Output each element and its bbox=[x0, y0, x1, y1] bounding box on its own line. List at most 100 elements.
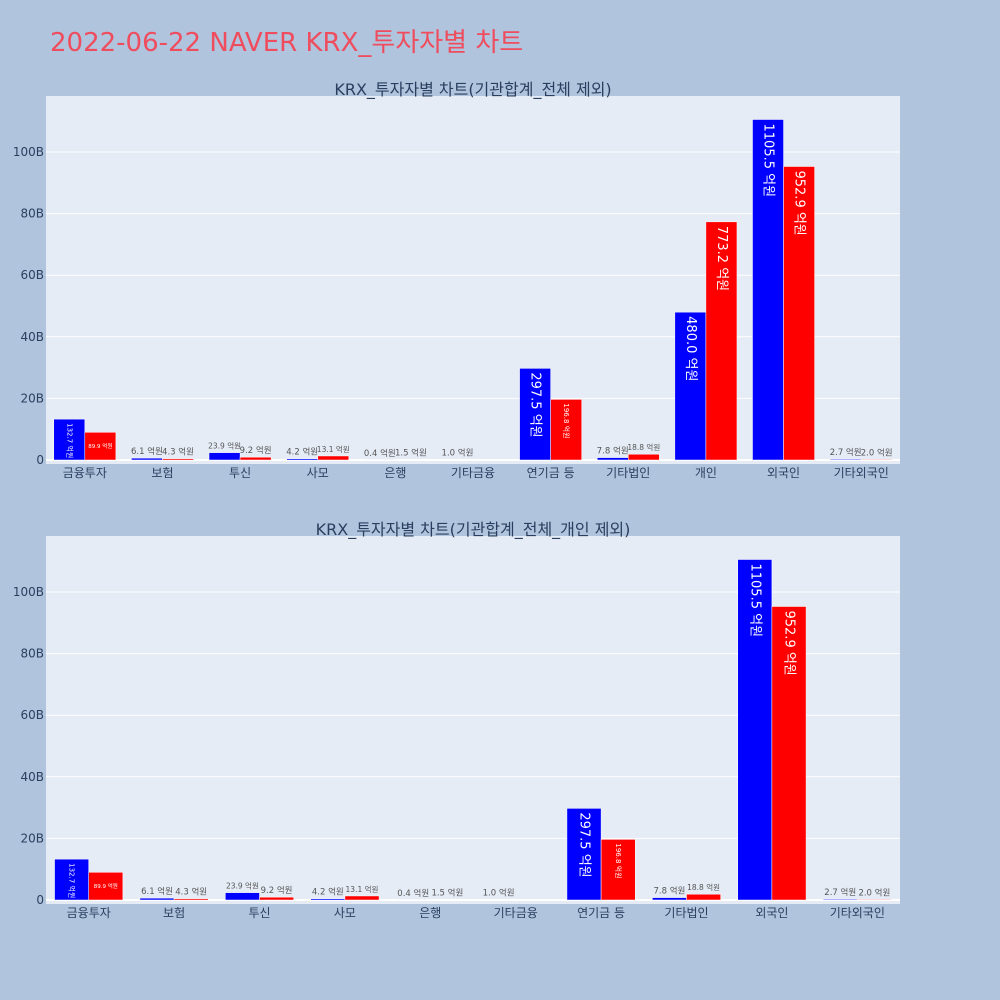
bar-sell bbox=[860, 459, 893, 461]
x-tick-label: 은행 bbox=[419, 905, 441, 920]
bar-buy bbox=[519, 368, 551, 461]
x-tick-label: 외국인 bbox=[767, 466, 800, 480]
bar-value-label: 1105.5 억원 bbox=[747, 564, 762, 638]
bar-value-label: 297.5 억원 bbox=[577, 812, 592, 877]
x-tick-label: 보험 bbox=[151, 466, 173, 480]
y-tick-label: 100B bbox=[13, 145, 44, 159]
bar-value-label: 2.0 억원 bbox=[858, 887, 890, 898]
bar-value-label: 4.2 억원 bbox=[312, 887, 344, 898]
y-tick-label: 40B bbox=[20, 770, 44, 784]
bar-value-label: 7.8 억원 bbox=[653, 886, 685, 897]
bar-value-label: 2.0 억원 bbox=[861, 447, 893, 458]
y-tick-label: 60B bbox=[20, 708, 44, 722]
y-tick-label: 100B bbox=[13, 585, 44, 599]
bar-sell bbox=[857, 899, 892, 901]
bar-value-label: 952.9 억원 bbox=[792, 171, 807, 236]
bar-sell bbox=[317, 455, 350, 461]
bar-value-label: 89.9 억원 bbox=[94, 882, 118, 890]
bar-value-label: 18.8 억원 bbox=[627, 443, 660, 452]
bar-sell bbox=[88, 872, 124, 901]
bar-value-label: 1.0 억원 bbox=[442, 448, 474, 459]
bar-value-label: 89.9 억원 bbox=[88, 442, 112, 450]
bar-buy bbox=[286, 458, 318, 461]
bar-buy bbox=[596, 457, 629, 461]
bar-value-label: 952.9 억원 bbox=[781, 611, 796, 676]
x-tick-label: 기타금융 bbox=[451, 466, 495, 480]
bar-buy bbox=[752, 119, 784, 461]
bar-value-label: 18.8 억원 bbox=[687, 883, 720, 892]
bar-value-label: 132.7 억원 bbox=[65, 423, 74, 458]
bar-buy bbox=[208, 452, 241, 461]
bar-value-label: 23.9 억원 bbox=[208, 442, 241, 451]
x-tick-label: 투신 bbox=[229, 466, 251, 480]
bar-sell bbox=[259, 896, 294, 901]
bar-buy bbox=[225, 892, 260, 901]
bar-sell bbox=[162, 458, 194, 461]
bar-buy bbox=[566, 808, 602, 901]
chart-bottom: KRX_투자자별 차트(기관합계_전체_개인 제외) 0 20B 40B 60B 80B… bbox=[13, 520, 900, 920]
bar-value-label: 297.5 억원 bbox=[528, 372, 543, 437]
bar-value-label: 2.7 억원 bbox=[830, 447, 862, 458]
y-tick-label: 80B bbox=[20, 207, 44, 221]
chart-top-title: KRX_투자자별 차트(기관합계_전체 제외) bbox=[334, 80, 611, 100]
bar-buy bbox=[310, 898, 346, 901]
bar-sell bbox=[628, 453, 660, 461]
bar-value-label: 6.1 억원 bbox=[141, 886, 173, 897]
bar-value-label: 13.1 억원 bbox=[317, 445, 350, 454]
bar-value-label: 196.8 억원 bbox=[614, 843, 623, 878]
bar-value-label: 9.2 억원 bbox=[240, 445, 272, 456]
chart-bottom-title: KRX_투자자별 차트(기관합계_전체_개인 제외) bbox=[316, 520, 631, 540]
x-tick-label: 기타외국인 bbox=[830, 906, 885, 920]
bar-buy bbox=[131, 457, 163, 461]
bar-value-label: 7.8 억원 bbox=[597, 446, 629, 457]
bar-sell bbox=[600, 839, 636, 901]
y-tick-label: 40B bbox=[20, 330, 44, 344]
y-tick-label: 80B bbox=[20, 647, 44, 661]
bar-sell bbox=[344, 895, 380, 901]
chart-top: KRX_투자자별 차트(기관합계_전체 제외) 0 20B 40B 60B 80B 100… bbox=[13, 80, 900, 480]
bar-sell bbox=[783, 166, 815, 461]
x-tick-label: 보험 bbox=[163, 906, 185, 920]
bar-sell bbox=[686, 893, 721, 901]
bar-buy bbox=[829, 458, 862, 461]
bar-sell bbox=[705, 221, 738, 461]
bar-value-label: 196.8 억원 bbox=[562, 403, 571, 438]
bar-sell bbox=[239, 456, 272, 461]
bar-buy bbox=[674, 311, 707, 461]
bar-buy bbox=[139, 897, 175, 901]
bar-buy bbox=[737, 559, 773, 901]
bar-sell bbox=[771, 606, 807, 901]
x-tick-label: 투신 bbox=[248, 906, 270, 920]
x-tick-label: 사모 bbox=[307, 466, 329, 480]
bar-buy bbox=[652, 897, 687, 901]
x-tick-label: 은행 bbox=[384, 465, 406, 480]
bar-buy bbox=[54, 858, 89, 901]
bar-value-label: 13.1 억원 bbox=[346, 885, 379, 894]
bar-value-label: 23.9 억원 bbox=[226, 882, 259, 891]
x-tick-label: 기타법인 bbox=[664, 906, 708, 920]
bar-value-label: 9.2 억원 bbox=[261, 885, 293, 896]
x-tick-label: 기타법인 bbox=[606, 466, 650, 480]
bar-value-label: 0.4 억원 bbox=[364, 448, 396, 459]
x-tick-label: 연기금 등 bbox=[527, 466, 575, 480]
bar-value-label: 1.5 억원 bbox=[395, 448, 427, 459]
bar-value-label: 1105.5 억원 bbox=[761, 124, 776, 198]
bar-value-label: 2.7 억원 bbox=[824, 887, 856, 898]
x-tick-label: 기타외국인 bbox=[834, 466, 889, 480]
bar-value-label: 4.3 억원 bbox=[162, 447, 194, 458]
bar-sell bbox=[550, 399, 582, 461]
bar-value-label: 1.5 억원 bbox=[431, 888, 463, 899]
bar-value-label: 773.2 억원 bbox=[714, 226, 729, 291]
bar-value-label: 1.0 억원 bbox=[483, 888, 515, 899]
bar-value-label: 4.2 억원 bbox=[286, 447, 318, 458]
bar-value-label: 4.3 억원 bbox=[175, 887, 207, 898]
y-tick-label: 20B bbox=[20, 831, 44, 845]
y-tick-label: 0 bbox=[36, 893, 44, 907]
x-tick-label: 개인 bbox=[695, 466, 717, 480]
x-tick-label: 사모 bbox=[334, 906, 356, 920]
bar-buy bbox=[822, 898, 858, 901]
bar-buy bbox=[53, 418, 86, 461]
page-title: 2022-06-22 NAVER KRX_투자자별 차트 bbox=[50, 28, 524, 58]
y-tick-label: 60B bbox=[20, 268, 44, 282]
